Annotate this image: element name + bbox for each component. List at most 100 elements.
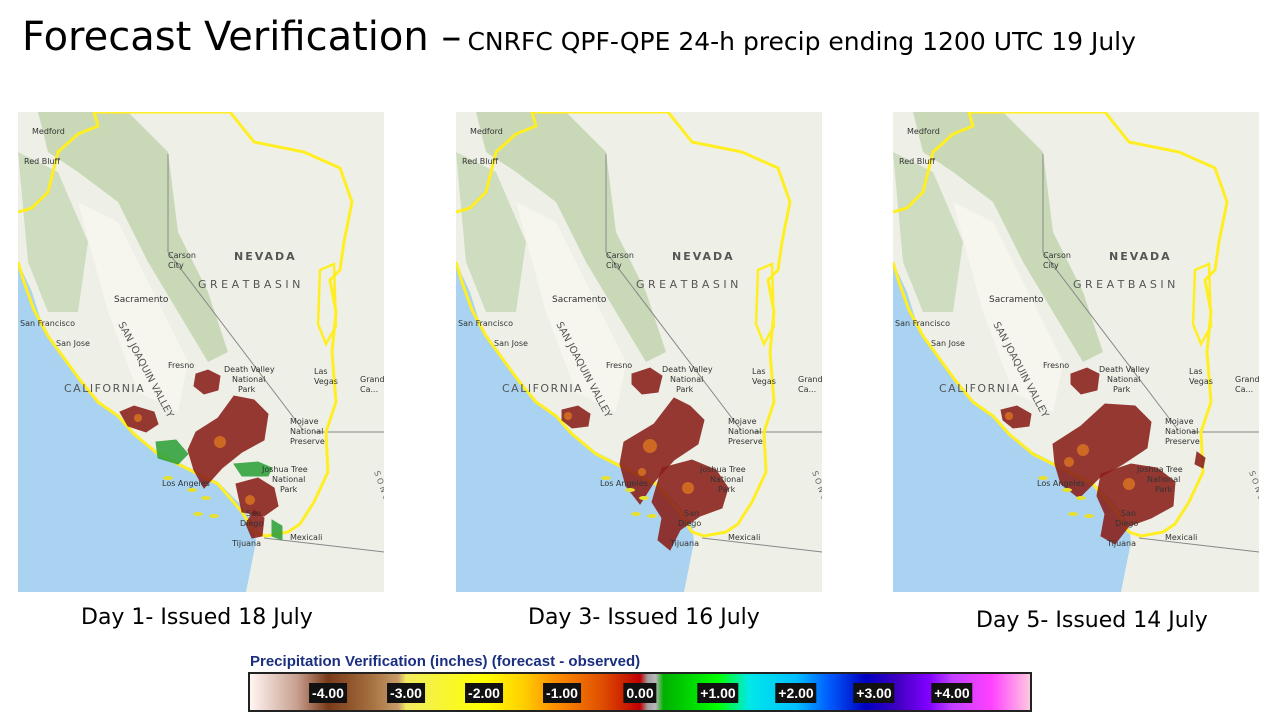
map-label-fresno: Fresno (168, 361, 194, 370)
map-label-mojave-1: Mojave (728, 417, 757, 426)
us-mexico-border (1138, 537, 1259, 553)
caption-day1: Day 1- Issued 18 July (81, 605, 313, 630)
map-label-san-francisco: San Francisco (458, 319, 513, 328)
channel-island (631, 512, 641, 516)
cnrfc-boundary-inner (1191, 262, 1213, 347)
overforecast-core (1077, 444, 1089, 456)
map-label-grand-1: Grand (360, 375, 384, 384)
map-label-mexicali: Mexicali (1165, 533, 1197, 542)
map-label-sacramento: Sacramento (989, 295, 1044, 305)
map-label-grand-2: Ca... (798, 385, 816, 394)
legend-tick-label: -2.00 (465, 683, 503, 703)
map-label-tijuana: Tijuana (669, 539, 699, 548)
channel-island (625, 488, 635, 492)
map-label-carson-city-1: Carson (168, 251, 196, 260)
map-label-las-vegas-2: Vegas (314, 377, 338, 386)
map-label-tijuana: Tijuana (231, 539, 261, 548)
map-label-sacramento: Sacramento (114, 295, 169, 305)
map-label-joshua-tree-1: Joshua Tree (261, 465, 308, 474)
overforecast-area (651, 459, 729, 551)
underforecast-area (233, 461, 273, 477)
central-valley (953, 202, 1063, 412)
channel-island (1076, 496, 1086, 500)
map-label-san-francisco: San Francisco (20, 319, 75, 328)
map-label-joshua-tree-3: Park (280, 485, 298, 494)
overforecast-area (1052, 403, 1152, 499)
map-label-mojave-2: National (1165, 427, 1198, 436)
map-label-great-basin: G R E A T B A S I N (1073, 278, 1175, 291)
legend-tick-label: +3.00 (853, 683, 895, 703)
overforecast-area (561, 405, 591, 429)
coast-range-terrain (893, 152, 963, 312)
overforecast-area (187, 395, 269, 489)
map-label-los-angeles: Los Angeles (162, 479, 210, 488)
legend-tick-label: 0.00 (623, 683, 657, 703)
caption-day5: Day 5- Issued 14 July (976, 608, 1208, 633)
map-label-joshua-tree-2: National (1147, 475, 1180, 484)
map-label-mexicali: Mexicali (728, 533, 760, 542)
overforecast-area (1070, 367, 1100, 395)
map-label-los-angeles: Los Angeles (1037, 479, 1085, 488)
map-label-san-francisco: San Francisco (895, 319, 950, 328)
map-panel-day3: Medford Red Bluff NEVADA G R E A T B A S I … (456, 112, 822, 592)
overforecast-area (1000, 405, 1032, 429)
map-label-medford: Medford (32, 127, 65, 136)
underforecast-area (271, 519, 283, 541)
map-label-red-bluff: Red Bluff (899, 157, 936, 166)
sierra-nevada-terrain (913, 112, 1103, 362)
map-label-san-diego-1: San (246, 509, 261, 518)
map-label-mojave-2: National (290, 427, 323, 436)
map-label-las-vegas-2: Vegas (752, 377, 776, 386)
map-label-grand-1: Grand (1235, 375, 1259, 384)
map-label-grand-2: Ca... (360, 385, 378, 394)
map-label-joshua-tree-3: Park (718, 485, 736, 494)
channel-island (1068, 512, 1078, 516)
cnrfc-boundary-inner (316, 262, 338, 347)
map-label-las-vegas-1: Las (314, 367, 328, 376)
map-label-mojave-1: Mojave (1165, 417, 1194, 426)
overforecast-core (564, 412, 572, 420)
map-label-san-jose: San Jose (56, 339, 90, 348)
map-label-death-valley-3: Park (238, 385, 256, 394)
overforecast-area (245, 509, 265, 539)
map-label-mojave-2: National (728, 427, 761, 436)
cnrfc-boundary-inner (754, 262, 776, 347)
overforecast-area (193, 369, 221, 395)
map-label-grand-2: Ca... (1235, 385, 1253, 394)
map-label-joshua-tree-2: National (710, 475, 743, 484)
underforecast-area (155, 439, 189, 465)
channel-island (639, 496, 649, 500)
map-label-death-valley-3: Park (1113, 385, 1131, 394)
map-label-las-vegas-2: Vegas (1189, 377, 1213, 386)
map-label-san-diego-1: San (1121, 509, 1136, 518)
map-label-nevada: NEVADA (672, 250, 735, 263)
map-label-red-bluff: Red Bluff (24, 157, 61, 166)
us-mexico-border (701, 537, 822, 553)
ca-nv-state-line (605, 154, 742, 431)
channel-island (601, 476, 611, 480)
channel-island (1038, 476, 1048, 480)
map-label-mexicali: Mexicali (290, 533, 322, 542)
map-label-death-valley-2: National (232, 375, 265, 384)
pacific-ocean (893, 262, 1131, 592)
map-label-death-valley-3: Park (676, 385, 694, 394)
legend-title: Precipitation Verification (inches) (for… (250, 653, 641, 670)
map-label-san-diego-2: Diego (678, 519, 701, 528)
map-label-great-basin: G R E A T B A S I N (198, 278, 300, 291)
channel-island (187, 488, 197, 492)
cnrfc-boundary (893, 112, 1229, 538)
overforecast-core (245, 495, 255, 505)
coast-range-terrain (456, 152, 526, 312)
map-label-grand-1: Grand (798, 375, 822, 384)
map-label-san-diego-2: Diego (240, 519, 263, 528)
map-label-california: CALIFORNIA (939, 382, 1020, 395)
overforecast-area (235, 477, 279, 517)
map-label-san-diego-2: Diego (1115, 519, 1138, 528)
map-label-great-basin: G R E A T B A S I N (636, 278, 738, 291)
map-label-los-angeles: Los Angeles (600, 479, 648, 488)
legend-tick-label: +1.00 (697, 683, 739, 703)
sierra-nevada-terrain (38, 112, 228, 362)
channel-island (201, 496, 211, 500)
map-label-death-valley-2: National (1107, 375, 1140, 384)
map-label-fresno: Fresno (606, 361, 632, 370)
